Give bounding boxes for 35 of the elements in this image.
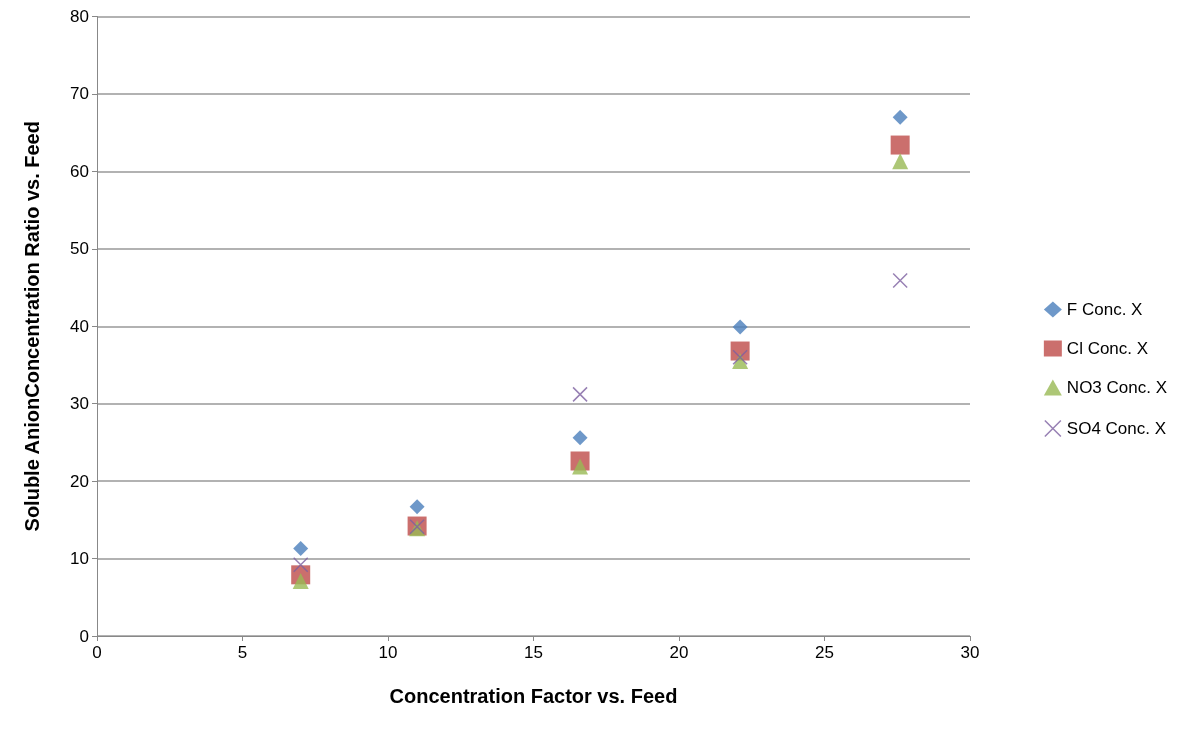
- point: [732, 349, 748, 365]
- y-tick-label: 80: [70, 7, 89, 26]
- y-tick-label: 40: [70, 316, 89, 336]
- legend-label: F Conc. X: [1066, 300, 1143, 319]
- point: [572, 458, 589, 475]
- y-tick-label: 10: [70, 549, 89, 569]
- legend-label: SO4 Conc. X: [1066, 419, 1167, 438]
- x-axis-title: Concentration Factor vs. Feed: [389, 685, 678, 707]
- point: [292, 557, 309, 573]
- y-axis-title: Soluble AnionConcentration Ratio vs. Feed: [21, 121, 43, 532]
- x-tick-label: 30: [960, 643, 980, 662]
- point: [409, 499, 425, 515]
- point: [732, 319, 748, 335]
- point: [572, 386, 588, 403]
- point: [892, 272, 908, 289]
- x-tick-label: 20: [669, 643, 689, 662]
- point: [892, 109, 908, 125]
- point: [892, 153, 909, 170]
- y-tick-label: 50: [70, 239, 89, 259]
- point: [293, 541, 309, 556]
- y-tick-label: 20: [70, 471, 89, 491]
- y-tick-label: 60: [70, 161, 89, 181]
- x-tick-label: 10: [378, 643, 398, 662]
- x-tick-label: 0: [92, 643, 102, 662]
- y-tick-label: 70: [70, 84, 89, 104]
- legend-label: NO3 Conc. X: [1066, 378, 1168, 397]
- x-tick-label: 25: [815, 643, 834, 662]
- x-tick-label: 15: [524, 643, 543, 662]
- y-tick-label: 30: [70, 394, 89, 414]
- x-tick-label: 5: [237, 643, 248, 662]
- legend-label: Cl Conc. X: [1066, 339, 1149, 358]
- point: [292, 573, 309, 590]
- y-tick-label: 0: [79, 626, 89, 646]
- point: [890, 135, 910, 155]
- point: [572, 430, 588, 446]
